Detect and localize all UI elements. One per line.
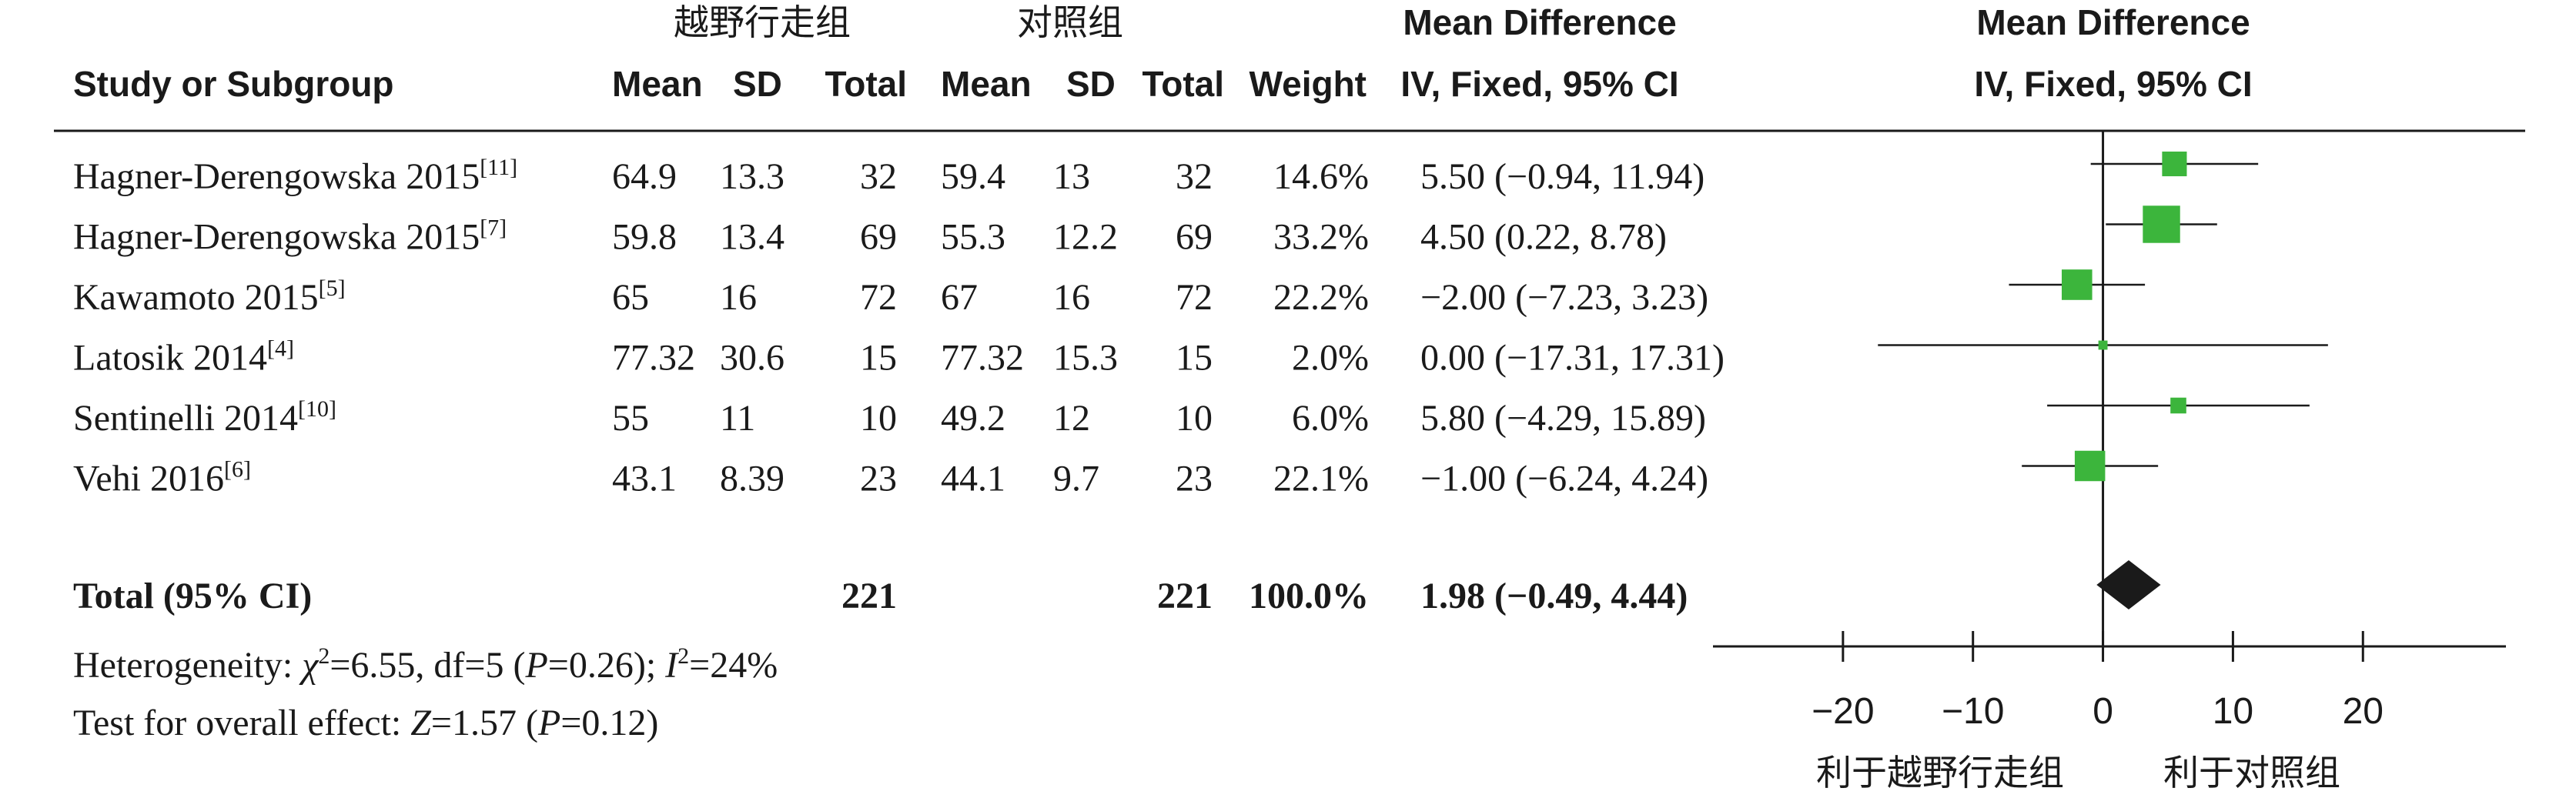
exp-total: 15: [860, 338, 897, 379]
study-name: Hagner-Derengowska 2015[7]: [73, 215, 507, 258]
study-weight: 22.1%: [1273, 459, 1369, 499]
exp-total: 69: [860, 217, 897, 258]
study-name: Kawamoto 2015[5]: [73, 275, 346, 318]
exp-group-header: 越野行走组: [674, 2, 851, 43]
exp-sd: 16: [720, 277, 757, 318]
ctrl-mean-header: Mean: [941, 64, 1032, 104]
ctrl-total: 23: [1176, 459, 1213, 499]
md-table-title: Mean Difference: [1403, 2, 1676, 42]
ctrl-mean: 55.3: [941, 217, 1005, 258]
study-header: Study or Subgroup: [73, 64, 394, 104]
ctrl-sd: 13: [1053, 156, 1090, 197]
ctrl-mean: 49.2: [941, 398, 1005, 439]
ctrl-mean: 59.4: [941, 156, 1005, 197]
study-ci: −2.00 (−7.23, 3.23): [1420, 277, 1708, 318]
favours-right-label: 利于对照组: [2163, 752, 2340, 793]
exp-mean: 65: [612, 277, 649, 318]
x-tick-label: −10: [1942, 691, 2004, 732]
study-ci: 5.80 (−4.29, 15.89): [1420, 398, 1706, 439]
total-ci: 1.98 (−0.49, 4.44): [1420, 576, 1688, 616]
ctrl-sd: 15.3: [1053, 338, 1118, 379]
effect-square: [2143, 205, 2180, 243]
effect-square: [2162, 151, 2187, 177]
total-weight: 100.0%: [1249, 576, 1369, 616]
total-label: Total (95% CI): [73, 576, 312, 616]
exp-sd: 30.6: [720, 338, 785, 379]
md-plot-method: IV, Fixed, 95% CI: [1974, 64, 2252, 104]
x-tick-label: 0: [2093, 691, 2113, 732]
exp-sd: 13.3: [720, 156, 785, 197]
ctrl-sd: 12.2: [1053, 217, 1118, 258]
ctrl-sd: 16: [1053, 277, 1090, 318]
x-tick-label: −20: [1812, 691, 1874, 732]
exp-sd: 8.39: [720, 459, 785, 499]
total-exp-n: 221: [841, 576, 897, 616]
ctrl-mean: 77.32: [941, 338, 1024, 379]
exp-total-header: Total: [825, 64, 907, 104]
weight-header: Weight: [1250, 64, 1367, 104]
study-weight: 14.6%: [1273, 156, 1369, 197]
forest-plot-area: −20 −10 0 10 20: [1713, 131, 2506, 732]
study-weight: 6.0%: [1292, 398, 1369, 439]
md-plot-title: Mean Difference: [1976, 2, 2250, 42]
study-ci: 5.50 (−0.94, 11.94): [1420, 156, 1705, 197]
total-ctrl-n: 221: [1157, 576, 1213, 616]
ctrl-mean: 67: [941, 277, 978, 318]
effect-square: [2098, 340, 2108, 350]
exp-mean: 55: [612, 398, 649, 439]
exp-mean: 43.1: [612, 459, 677, 499]
study-ci: 4.50 (0.22, 8.78): [1420, 217, 1667, 258]
total-row: Total (95% CI) 221 221 100.0% 1.98 (−0.4…: [73, 576, 1688, 616]
overall-effect-stat: Test for overall effect: Z=1.57 (P=0.12): [73, 703, 658, 743]
effect-square: [2074, 450, 2106, 482]
study-weight: 2.0%: [1292, 338, 1369, 379]
heterogeneity-stat: Heterogeneity: χ2=6.55, df=5 (P=0.26); I…: [73, 643, 778, 686]
ctrl-total: 32: [1176, 156, 1213, 197]
study-rows: Hagner-Derengowska 2015[11] 64.9 13.3 32 59.…: [73, 155, 1725, 499]
x-tick-label: 10: [2213, 691, 2253, 732]
study-ci: −1.00 (−6.24, 4.24): [1420, 459, 1708, 499]
exp-sd: 11: [720, 398, 755, 439]
exp-mean: 77.32: [612, 338, 695, 379]
exp-total: 72: [860, 277, 897, 318]
exp-mean-header: Mean: [612, 64, 703, 104]
effect-square: [2170, 397, 2186, 414]
study-name: Sentinelli 2014[10]: [73, 396, 336, 439]
ctrl-group-header: 对照组: [1017, 2, 1123, 43]
ctrl-sd: 9.7: [1053, 459, 1099, 499]
x-tick-label: 20: [2343, 691, 2384, 732]
ctrl-mean: 44.1: [941, 459, 1005, 499]
md-table-method: IV, Fixed, 95% CI: [1400, 64, 1678, 104]
exp-total: 23: [860, 459, 897, 499]
pooled-diamond: [2096, 560, 2161, 609]
study-ci: 0.00 (−17.31, 17.31): [1420, 338, 1725, 379]
ctrl-total: 15: [1176, 338, 1213, 379]
effect-square: [2061, 269, 2093, 300]
study-name: Hagner-Derengowska 2015[11]: [73, 155, 517, 197]
ctrl-total: 69: [1176, 217, 1213, 258]
study-weight: 22.2%: [1273, 277, 1369, 318]
ctrl-total: 72: [1176, 277, 1213, 318]
exp-total: 10: [860, 398, 897, 439]
exp-mean: 59.8: [612, 217, 677, 258]
study-name: Latosik 2014[4]: [73, 336, 294, 379]
study-name: Vehi 2016[6]: [73, 457, 251, 499]
exp-mean: 64.9: [612, 156, 677, 197]
ctrl-sd: 12: [1053, 398, 1090, 439]
ctrl-total-header: Total: [1142, 64, 1224, 104]
ctrl-sd-header: SD: [1066, 64, 1116, 104]
exp-sd: 13.4: [720, 217, 785, 258]
ctrl-total: 10: [1176, 398, 1213, 439]
favours-left-label: 利于越野行走组: [1816, 752, 2064, 793]
exp-total: 32: [860, 156, 897, 197]
exp-sd-header: SD: [733, 64, 782, 104]
study-weight: 33.2%: [1273, 217, 1369, 258]
